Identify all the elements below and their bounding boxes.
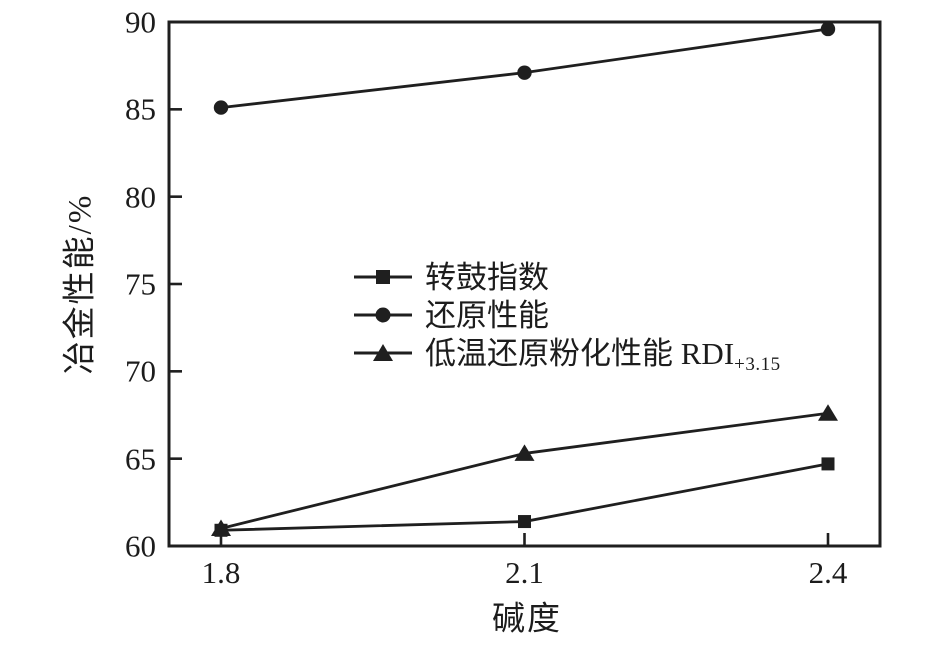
legend-row: 转鼓指数 — [353, 258, 781, 296]
x-tick-label: 1.8 — [201, 555, 241, 590]
y-tick-label: 80 — [125, 179, 156, 215]
series-2-line — [220, 411, 829, 530]
legend-label: 转鼓指数 — [425, 259, 549, 295]
legend-row: 还原性能 — [353, 296, 781, 334]
legend-triangle-glyph — [354, 344, 412, 361]
y-tick-label: 90 — [125, 4, 156, 40]
y-tick-label: 85 — [125, 91, 156, 127]
series-2-marker — [818, 404, 838, 421]
series-0-marker — [518, 515, 531, 529]
x-tick-label: 2.4 — [808, 555, 848, 590]
series-0-marker — [821, 457, 835, 471]
legend-circle-glyph — [354, 307, 412, 323]
series-1-marker — [820, 21, 836, 37]
x-axis-title: 碱度 — [492, 601, 562, 638]
legend-square-glyph — [354, 270, 412, 284]
legend-label-subscript: +3.15 — [734, 353, 781, 375]
y-axis-title: 冶金性能/% — [62, 193, 99, 375]
legend-row: 低温还原粉化性能 RDI+3.15 — [353, 334, 781, 375]
series-2-marker — [211, 519, 231, 537]
legend-label: 低温还原粉化性能 RDI+3.15 — [425, 335, 781, 375]
series-2-marker — [514, 444, 535, 461]
series-1-marker — [517, 65, 532, 80]
legend: 转鼓指数 还原性能 低温还原粉化性能 RDI+3.15 — [353, 258, 781, 375]
y-tick-label: 75 — [125, 266, 156, 302]
legend-label: 还原性能 — [425, 297, 549, 333]
y-tick-label: 70 — [125, 353, 156, 389]
series-1-marker — [213, 100, 229, 115]
y-tick-label: 65 — [125, 441, 156, 477]
y-tick-label: 60 — [125, 528, 156, 564]
x-tick-label: 2.1 — [505, 555, 544, 590]
